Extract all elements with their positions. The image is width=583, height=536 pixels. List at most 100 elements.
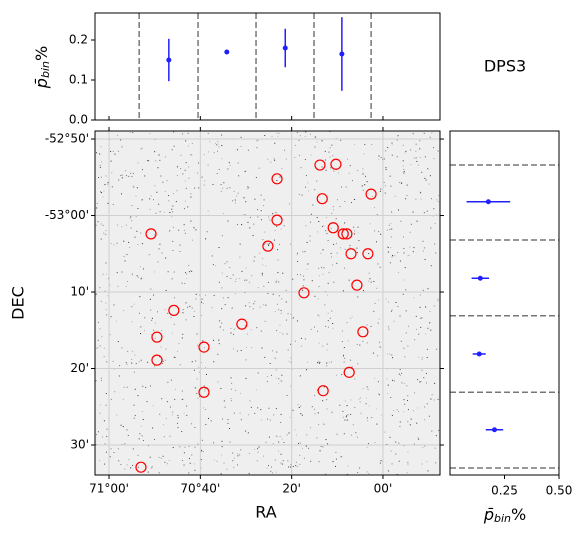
sky-noise xyxy=(193,315,195,317)
sky-noise xyxy=(195,293,197,295)
sky-noise xyxy=(275,211,277,213)
sky-noise xyxy=(384,185,386,187)
label-unit: % xyxy=(511,505,526,524)
sky-noise xyxy=(229,441,231,443)
sky-noise xyxy=(123,309,125,311)
point xyxy=(339,51,345,57)
sky-noise xyxy=(219,320,221,322)
sky-noise xyxy=(131,176,133,178)
sky-noise xyxy=(205,238,207,240)
sky-noise xyxy=(133,186,135,188)
sky-noise xyxy=(299,135,301,137)
sky-noise xyxy=(280,380,282,382)
sky-noise xyxy=(105,393,107,395)
sky-noise xyxy=(288,360,290,362)
sky-noise xyxy=(401,182,403,184)
sky-noise xyxy=(222,418,224,420)
sky-noise xyxy=(328,326,330,328)
sky-noise xyxy=(177,427,179,429)
sky-noise xyxy=(149,198,151,200)
sky-noise xyxy=(319,361,321,363)
sky-noise xyxy=(121,226,123,228)
sky-noise xyxy=(314,413,316,415)
sky-noise xyxy=(407,325,409,327)
sky-noise xyxy=(118,460,120,462)
sky-noise xyxy=(100,300,102,302)
sky-noise xyxy=(377,263,379,265)
sky-noise xyxy=(327,312,329,314)
sky-noise xyxy=(305,175,307,177)
sky-noise xyxy=(385,298,387,300)
sky-noise xyxy=(226,187,228,189)
source-marker xyxy=(362,248,374,260)
sky-noise xyxy=(142,440,144,442)
sky-noise xyxy=(121,271,123,273)
sky-noise xyxy=(267,281,269,283)
sky-noise xyxy=(348,279,350,281)
sky-noise xyxy=(168,200,170,202)
sky-noise xyxy=(175,201,177,203)
sky-noise xyxy=(272,443,274,445)
sky-noise xyxy=(237,455,239,457)
sky-noise xyxy=(267,465,269,467)
sky-noise xyxy=(305,445,307,447)
sky-noise xyxy=(229,164,231,166)
sky-noise xyxy=(276,180,278,182)
sky-noise xyxy=(137,207,139,209)
sky-noise xyxy=(404,382,406,384)
sky-noise xyxy=(318,221,320,223)
sky-noise xyxy=(100,223,102,225)
sky-noise xyxy=(139,433,141,435)
sky-noise xyxy=(431,430,433,432)
sky-noise xyxy=(132,448,134,450)
sky-noise xyxy=(185,302,187,304)
sky-noise xyxy=(273,158,275,160)
sky-noise xyxy=(174,398,176,400)
sky-noise xyxy=(99,164,101,166)
sky-noise xyxy=(252,308,254,310)
sky-noise xyxy=(213,361,215,363)
sky-noise xyxy=(261,272,263,274)
sky-noise xyxy=(178,229,180,231)
sky-noise xyxy=(310,427,312,429)
sky-noise xyxy=(302,447,304,449)
sky-noise xyxy=(161,329,163,331)
sky-noise xyxy=(331,310,333,312)
sky-noise xyxy=(137,454,139,456)
sky-noise xyxy=(386,378,388,380)
sky-noise xyxy=(409,424,411,426)
sky-noise xyxy=(433,305,435,307)
sky-noise xyxy=(186,414,188,416)
point xyxy=(282,45,288,51)
sky-noise xyxy=(211,307,213,309)
sky-noise xyxy=(223,329,225,331)
sky-noise xyxy=(396,156,398,158)
sky-noise xyxy=(104,290,106,292)
sky-noise xyxy=(428,415,430,417)
sky-noise xyxy=(335,218,337,220)
sky-noise xyxy=(194,187,196,189)
sky-noise xyxy=(278,378,280,380)
sky-noise xyxy=(191,270,193,272)
sky-noise xyxy=(205,373,207,375)
sky-noise xyxy=(366,181,368,183)
sky-noise xyxy=(419,294,421,296)
sky-noise xyxy=(410,149,412,151)
sky-noise xyxy=(306,369,308,371)
sky-noise xyxy=(97,321,99,323)
sky-noise xyxy=(420,198,422,200)
sky-noise xyxy=(130,467,132,469)
sky-noise xyxy=(407,451,409,453)
sky-noise xyxy=(245,170,247,172)
sky-noise xyxy=(341,186,343,188)
sky-noise xyxy=(169,435,171,437)
sky-noise xyxy=(227,297,229,299)
sky-noise xyxy=(410,418,412,420)
sky-noise xyxy=(419,192,421,194)
sky-noise xyxy=(277,135,279,137)
sky-noise xyxy=(233,333,235,335)
sky-noise xyxy=(171,208,173,210)
sky-noise xyxy=(177,417,179,419)
sky-noise xyxy=(141,169,143,171)
